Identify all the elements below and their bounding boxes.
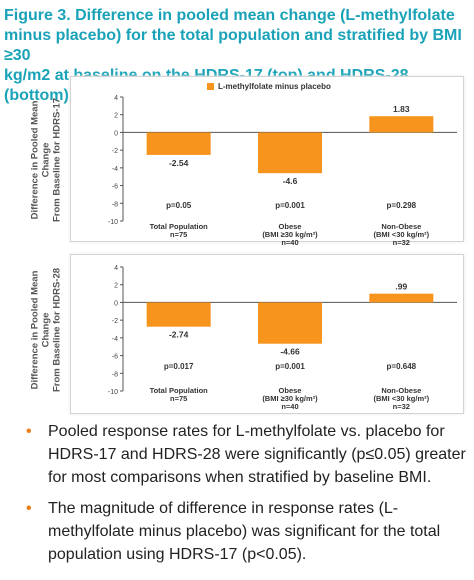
bullet-marker: • [26,500,32,517]
category-label-line: n=32 [393,238,410,247]
legend-label: L-methylfolate minus placebo [218,82,331,91]
p-value-label: p=0.001 [275,201,305,210]
y-tick-label: 0 [114,300,118,307]
y-tick-label: 0 [114,130,118,137]
category-label-line: Obese [279,222,302,231]
value-label: -4.66 [280,347,300,357]
category-label-line: Non-Obese [381,386,421,395]
category-label-line: Obese [279,386,302,395]
y-tick-label: -6 [112,354,118,361]
category-label-line: n=75 [170,230,187,239]
category-label-line: (BMI <30 kg/m²) [374,394,430,403]
y-tick-label: -8 [112,371,118,378]
category-label: Total Population n=75 [150,386,209,403]
bar [369,116,434,133]
value-label: -2.74 [169,330,189,340]
p-value-label: p=0.298 [387,201,417,210]
value-label: -4.6 [283,176,298,186]
category-label: Non-Obese (BMI <30 kg/m²) n=32 [374,222,430,247]
bullet-text-1: Pooled response rates for L-methylfolate… [48,423,466,486]
chart-2-svg: 4 2 0 -2 -4 -6 -8 -10 -2.74 p=0.017 Total Populati… [108,265,457,411]
bar [146,132,211,155]
y-tick-label: -2 [112,318,118,325]
y-tick-label: -4 [112,166,118,173]
category-label-line: Total Population [150,386,209,395]
category-label-line: Total Population [150,222,209,231]
y-tick-label: -2 [112,148,118,155]
category-label: Obese (BMI ≥30 kg/m²) n=40 [262,386,318,411]
category-label-line: Non-Obese [381,222,421,231]
bar [258,302,322,344]
y-tick-label: 4 [114,95,118,102]
bullet-list: • Pooled response rates for L-methylfola… [22,420,468,574]
category-label: Total Population n=75 [150,222,209,239]
chart-1-ylabel: Difference in Pooled Mean Change From Ba… [29,97,63,223]
y-tick-label: 2 [114,113,118,120]
category-label-line: n=75 [170,394,187,403]
chart-2-panel: 4 2 0 -2 -4 -6 -8 -10 -2.74 p=0.017 Total Populati… [70,254,464,414]
value-label: 1.83 [393,104,410,114]
value-label: -2.54 [169,158,189,168]
category-label-line: n=40 [281,238,298,247]
chart-1-panel: 4 2 0 -2 -4 -6 -8 -10 L-methylfolate minus place… [70,76,464,247]
category-label: Obese (BMI ≥30 kg/m²) n=40 [262,222,318,247]
y-tick-label: -8 [112,201,118,208]
p-value-label: p=0.001 [275,362,305,371]
category-label-line: (BMI ≥30 kg/m²) [262,394,318,403]
bullet-item-1: • Pooled response rates for L-methylfola… [22,420,468,489]
category-label-line: n=32 [393,402,410,411]
bar [258,132,322,174]
chart-1-svg: 4 2 0 -2 -4 -6 -8 -10 L-methylfolate minus place… [108,82,457,247]
p-value-label: p=0.017 [164,362,194,371]
y-tick-label: -4 [112,336,118,343]
category-label-line: n=40 [281,402,298,411]
p-value-label: p=0.05 [166,201,192,210]
bar [146,302,211,327]
legend-swatch [207,83,214,90]
y-tick-label: -6 [112,184,118,191]
y-tick-label: 4 [114,265,118,272]
y-tick-label: -10 [108,389,118,396]
chart-2-ylabel: Difference in Pooled Mean Change From Ba… [29,267,63,393]
category-label-line: (BMI <30 kg/m²) [374,230,430,239]
p-value-label: p=0.648 [387,362,417,371]
bullet-marker: • [26,423,32,440]
category-label: Non-Obese (BMI <30 kg/m²) n=32 [374,386,430,411]
value-label: .99 [395,282,407,292]
y-tick-label: 2 [114,283,118,290]
bar [369,293,434,303]
bullet-item-2: • The magnitude of difference in respons… [22,497,468,566]
category-label-line: (BMI ≥30 kg/m²) [262,230,318,239]
bullet-text-2: The magnitude of difference in response … [48,500,441,563]
y-tick-label: -10 [108,219,118,226]
